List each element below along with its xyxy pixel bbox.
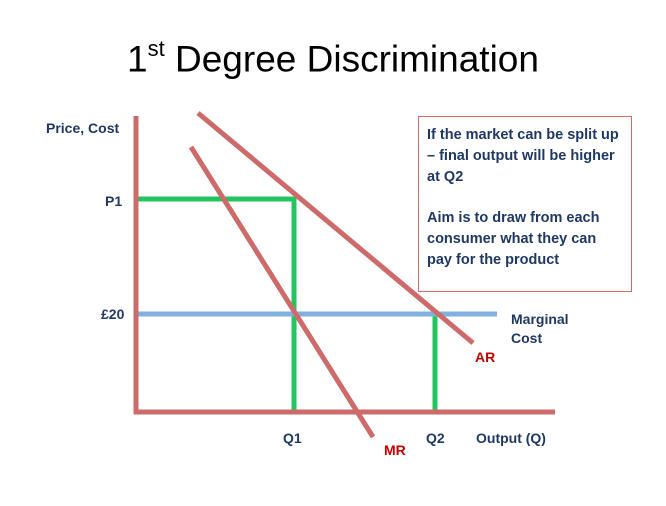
marginal-cost-label-line2: Cost — [511, 330, 542, 346]
title-superscript: st — [147, 36, 165, 61]
y-axis-label: Price, Cost — [46, 120, 119, 136]
title-text: Degree Discrimination — [164, 38, 539, 80]
q2-tick-label: Q2 — [426, 430, 445, 446]
note-paragraph-2: Aim is to draw from each consumer what t… — [427, 210, 600, 268]
mr-curve — [188, 145, 376, 439]
p1-tick-label: P1 — [105, 193, 122, 209]
explanation-note: If the market can be split up – final ou… — [418, 116, 632, 292]
q1-tick-label: Q1 — [283, 430, 302, 446]
ar-label: AR — [475, 349, 495, 365]
title-number: 1 — [127, 38, 148, 80]
ar-curve — [196, 111, 475, 345]
twenty-tick-label: £20 — [101, 306, 125, 322]
mr-label: MR — [384, 442, 406, 458]
x-axis-label: Output (Q) — [476, 430, 546, 446]
note-paragraph-1: If the market can be split up – final ou… — [427, 127, 619, 185]
slide-title: 1st Degree Discrimination — [0, 36, 666, 80]
marginal-cost-label-line1: Marginal — [511, 311, 569, 327]
